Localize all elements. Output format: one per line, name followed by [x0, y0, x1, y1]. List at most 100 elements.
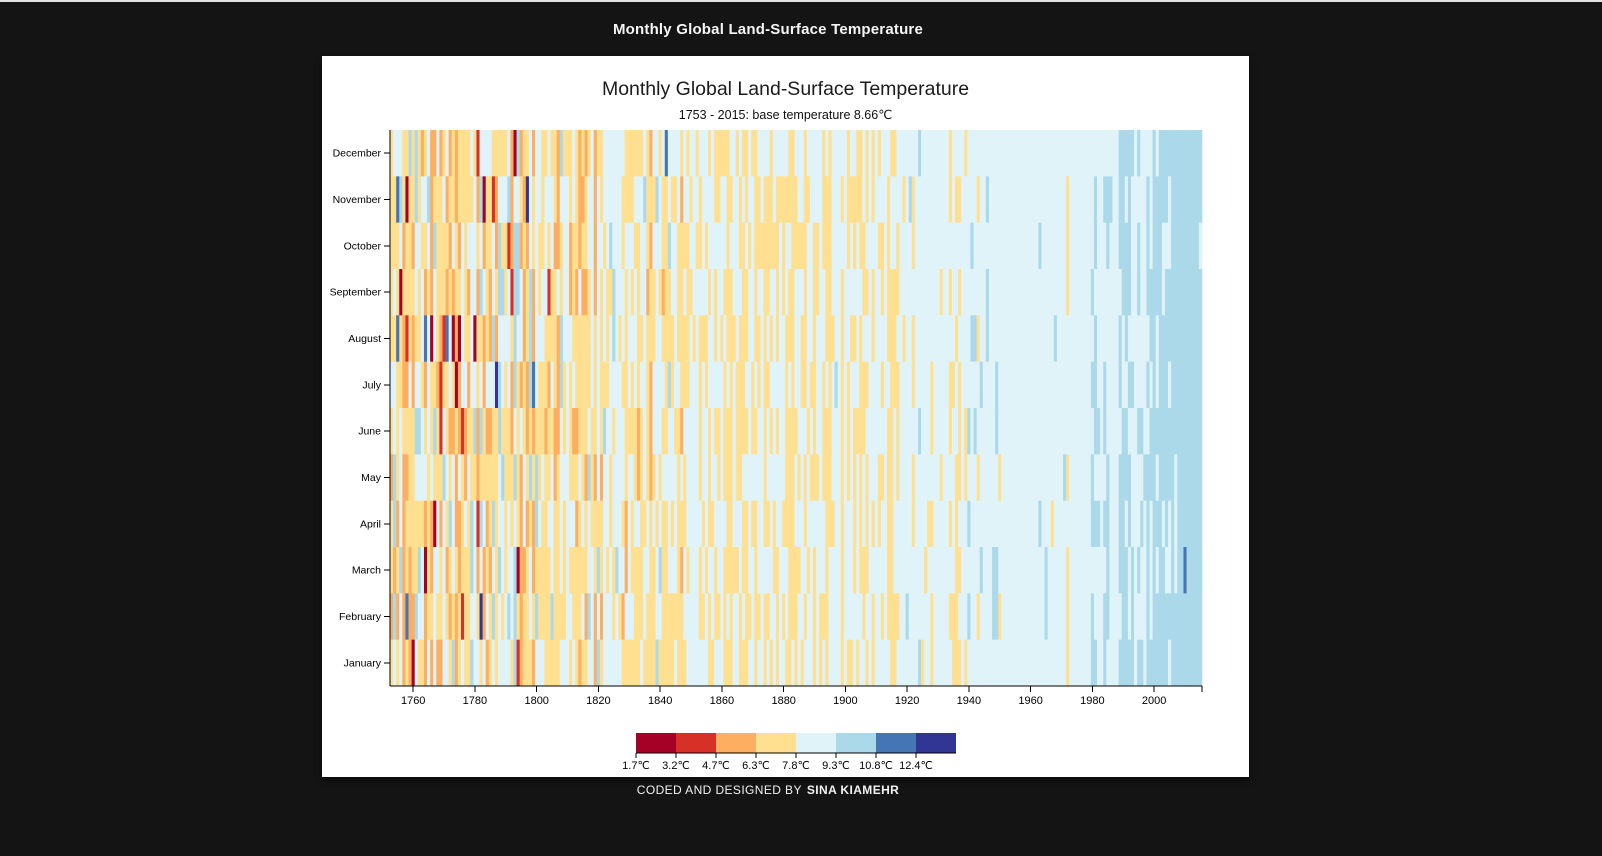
heatmap-cell	[825, 361, 829, 409]
heatmap-cell	[633, 222, 638, 270]
heatmap-cell	[649, 315, 653, 362]
heatmap-cell	[896, 500, 900, 548]
heatmap-cell	[948, 408, 953, 455]
heatmap-cell	[1081, 361, 1085, 409]
heatmap-cell	[933, 408, 937, 455]
heatmap-cell	[643, 639, 647, 687]
heatmap-cell	[788, 315, 792, 362]
heatmap-cell	[423, 593, 428, 640]
heatmap-cell	[1121, 639, 1126, 687]
heatmap-cell	[745, 269, 749, 316]
heatmap-cell	[405, 500, 409, 548]
heatmap-cell	[670, 639, 675, 687]
heatmap-cell	[683, 454, 687, 501]
heatmap-cell	[470, 547, 474, 594]
heatmap-cell	[1059, 408, 1064, 455]
heatmap-cell	[828, 222, 832, 270]
heatmap-cell	[1029, 408, 1033, 455]
heatmap-cell	[593, 269, 598, 316]
heatmap-cell	[661, 222, 666, 270]
heatmap-cell	[618, 593, 622, 640]
heatmap-cell	[572, 222, 576, 270]
heatmap-cell	[843, 269, 848, 316]
heatmap-cell	[1112, 269, 1116, 316]
heatmap-cell	[451, 454, 456, 501]
heatmap-cell	[973, 130, 977, 177]
heatmap-cell	[501, 454, 505, 501]
heatmap-cell	[1112, 454, 1116, 501]
heatmap-cell	[1032, 408, 1036, 455]
heatmap-cell	[840, 639, 845, 687]
heatmap-cell	[1022, 130, 1027, 177]
heatmap-cell	[714, 547, 718, 594]
heatmap-cell	[528, 222, 533, 270]
heatmap-cell	[590, 176, 595, 223]
heatmap-cell	[1010, 130, 1014, 177]
heatmap-cell	[924, 361, 928, 409]
heatmap-cell	[772, 361, 777, 409]
heatmap-cell	[630, 639, 635, 687]
heatmap-cell	[809, 269, 814, 316]
heatmap-cell	[1183, 130, 1187, 177]
heatmap-cell	[766, 176, 771, 223]
heatmap-cell	[402, 222, 406, 270]
heatmap-cell	[809, 408, 814, 455]
heatmap-cell	[788, 130, 792, 177]
heatmap-cell	[1130, 547, 1135, 594]
heatmap-cell	[1158, 222, 1163, 270]
heatmap-cell	[942, 639, 947, 687]
heatmap-cell	[754, 222, 758, 270]
heatmap-cell	[1106, 269, 1110, 316]
heatmap-cell	[528, 547, 533, 594]
heatmap-cell	[1121, 500, 1126, 548]
heatmap-cell	[1155, 593, 1160, 640]
heatmap-cell	[686, 593, 690, 640]
heatmap-cell	[569, 500, 573, 548]
heatmap-cell	[433, 222, 437, 270]
heatmap-cell	[584, 315, 588, 362]
heatmap-cell	[559, 315, 564, 362]
heatmap-cell	[556, 408, 561, 455]
heatmap-cell	[988, 269, 993, 316]
heatmap-cell	[1164, 315, 1169, 362]
heatmap-cell	[1075, 547, 1079, 594]
heatmap-cell	[1072, 408, 1076, 455]
heatmap-cell	[1001, 315, 1005, 362]
heatmap-cell	[445, 408, 449, 455]
heatmap-cell	[405, 130, 409, 177]
heatmap-cell	[1041, 593, 1045, 640]
heatmap-cell	[1121, 130, 1126, 177]
heatmap-cell	[1106, 361, 1110, 409]
heatmap-cell	[794, 269, 798, 316]
heatmap-cell	[1066, 361, 1070, 409]
heatmap-cell	[837, 176, 842, 223]
heatmap-cell	[985, 593, 990, 640]
heatmap-cell	[1158, 361, 1163, 409]
heatmap-cell	[775, 547, 780, 594]
heatmap-cell	[408, 593, 412, 640]
heatmap-cell	[479, 222, 483, 270]
heatmap-cell	[476, 408, 480, 455]
heatmap-cell	[998, 315, 1002, 362]
heatmap-canvas[interactable]: DecemberNovemberOctoberSeptemberAugustJu…	[322, 56, 1249, 777]
heatmap-cell	[806, 639, 811, 687]
heatmap-cell	[1090, 593, 1095, 640]
heatmap-cell	[714, 130, 718, 177]
heatmap-cell	[735, 176, 740, 223]
heatmap-cell	[1059, 222, 1064, 270]
legend-tick-label: 7.8℃	[782, 760, 810, 772]
heatmap-cell	[1097, 176, 1101, 223]
heatmap-cell	[723, 222, 727, 270]
heatmap-cell	[1180, 500, 1184, 548]
heatmap-cell	[732, 454, 737, 501]
heatmap-cell	[1047, 315, 1052, 362]
heatmap-cell	[541, 593, 545, 640]
heatmap-cell	[485, 639, 490, 687]
heatmap-cell	[1195, 547, 1200, 594]
heatmap-cell	[1069, 639, 1073, 687]
heatmap-cell	[967, 500, 971, 548]
heatmap-cell	[769, 500, 774, 548]
heatmap-cell	[958, 408, 962, 455]
heatmap-cell	[593, 547, 598, 594]
heatmap-cell	[677, 315, 681, 362]
